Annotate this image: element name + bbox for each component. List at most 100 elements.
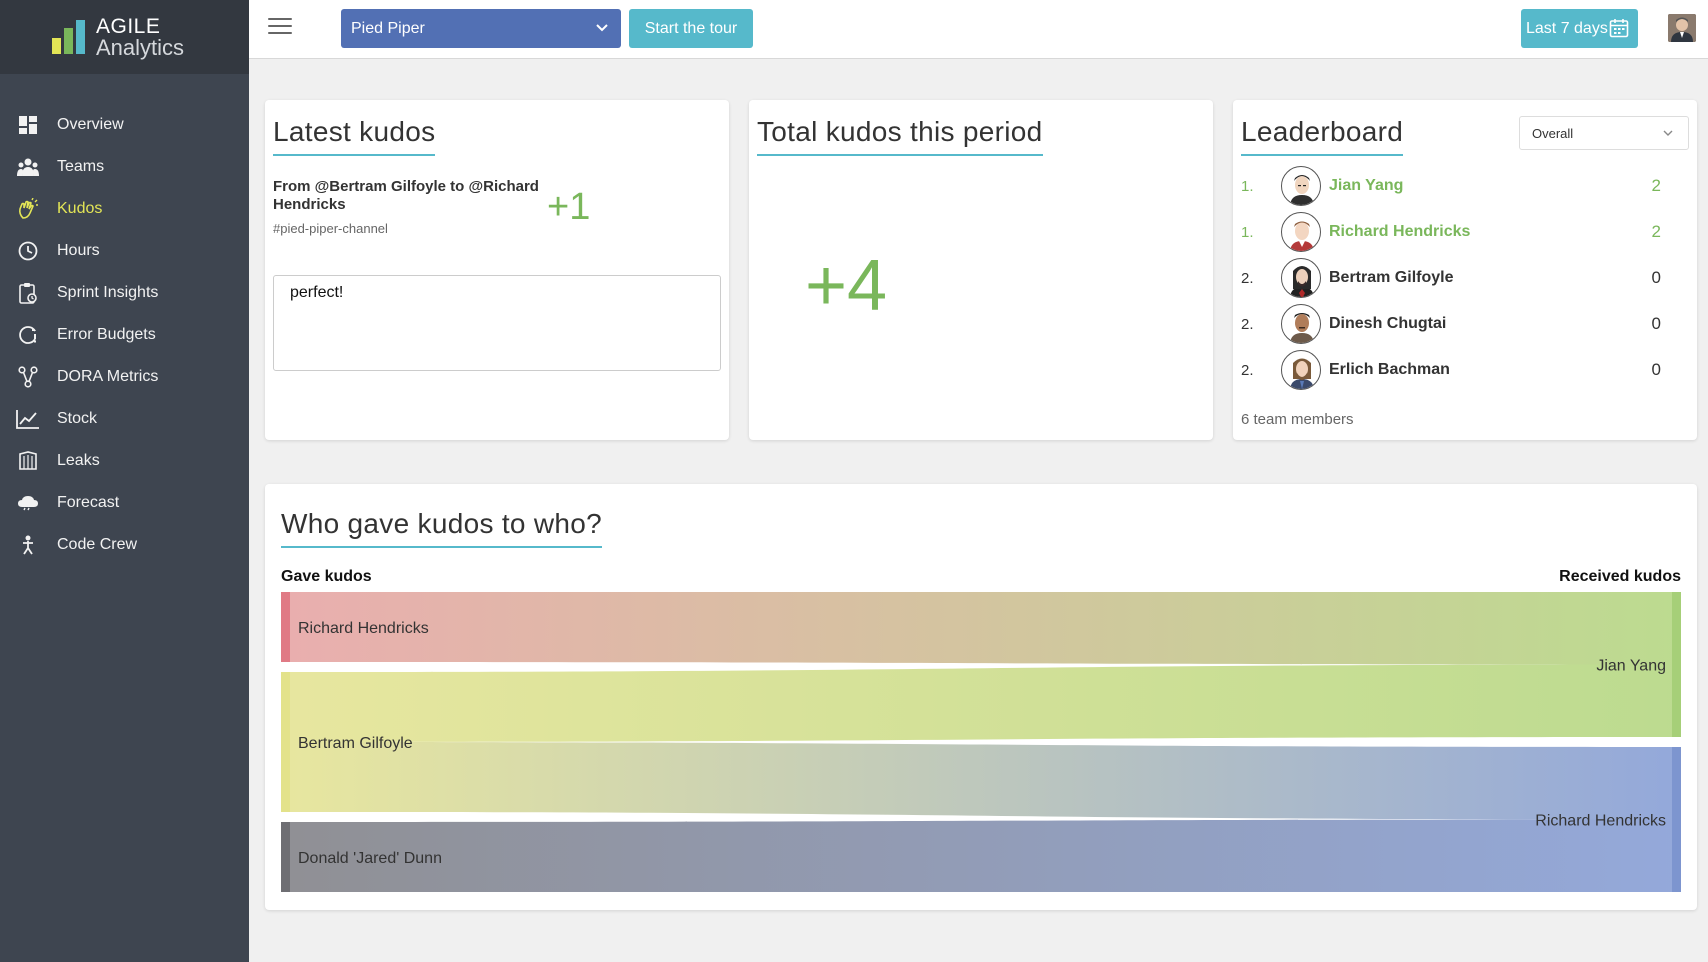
total-kudos-value: +4 — [805, 246, 888, 326]
sankey-link[interactable] — [290, 742, 1672, 820]
sidebar-item-label: Sprint Insights — [57, 284, 159, 301]
leaderboard-score: 0 — [1651, 268, 1661, 287]
sidebar-item-label: Teams — [57, 158, 105, 175]
sidebar-item-teams[interactable]: Teams — [0, 146, 249, 188]
chevron-down-icon — [1663, 130, 1673, 136]
sankey-target-label: Richard Hendricks — [1535, 813, 1666, 830]
sidebar-item-code-crew[interactable]: Code Crew — [0, 524, 249, 566]
sidebar-item-error-budgets[interactable]: Error Budgets — [0, 314, 249, 356]
leaderboard-score: 2 — [1651, 222, 1661, 241]
clock-icon — [16, 240, 40, 262]
dashboard-icon — [16, 114, 40, 136]
sidebar-item-label: Forecast — [57, 494, 120, 511]
leaderboard-name: Dinesh Chugtai — [1329, 315, 1447, 332]
sidebar-item-label: Overview — [57, 116, 124, 133]
sidebar-item-label: Stock — [57, 410, 98, 427]
sankey-link[interactable] — [290, 664, 1672, 743]
sankey-source-node[interactable] — [281, 592, 290, 662]
received-kudos-label: Received kudos — [1559, 568, 1681, 585]
sidebar-item-overview[interactable]: Overview — [0, 104, 249, 146]
brand-logo[interactable]: AGILE Analytics — [0, 0, 249, 74]
leaderboard-name: Richard Hendricks — [1329, 223, 1471, 240]
error-budget-icon — [16, 324, 40, 346]
avatar — [1281, 350, 1321, 390]
start-tour-button[interactable]: Start the tour — [629, 9, 753, 48]
total-kudos-title: Total kudos this period — [757, 116, 1043, 156]
chart-line-icon — [16, 408, 40, 430]
kudos-message: perfect! — [273, 275, 721, 371]
teams-icon — [16, 156, 40, 178]
user-avatar[interactable] — [1668, 14, 1696, 42]
sankey-target-node[interactable] — [1672, 747, 1681, 892]
leaderboard-title: Leaderboard — [1241, 116, 1404, 156]
leaderboard-score: 0 — [1651, 314, 1661, 333]
period-picker-label: Last 7 days — [1526, 19, 1608, 37]
sankey-source-label: Donald 'Jared' Dunn — [298, 850, 442, 867]
leaderboard-rank: 2. — [1241, 315, 1254, 333]
sidebar-item-forecast[interactable]: Forecast — [0, 482, 249, 524]
leaderboard-rank: 1. — [1241, 177, 1254, 195]
kudos-flow-card: Who gave kudos to who? Gave kudos Receiv… — [265, 484, 1697, 910]
leaderboard-name: Bertram Gilfoyle — [1329, 269, 1454, 286]
latest-kudos-title: Latest kudos — [273, 116, 436, 156]
leaderboard-row[interactable]: 1. Richard Hendricks 2 — [1241, 212, 1661, 252]
leaderboard-row[interactable]: 1. Jian Yang 2 — [1241, 166, 1661, 206]
calendar-icon — [1609, 19, 1629, 38]
clipboard-icon — [16, 282, 40, 304]
topbar: Pied Piper Start the tour Last 7 days — [249, 0, 1708, 59]
sankey-link[interactable] — [290, 819, 1672, 893]
brand-title: AGILE — [96, 14, 161, 38]
sidebar-item-label: DORA Metrics — [57, 368, 159, 385]
sankey-target-node[interactable] — [1672, 592, 1681, 737]
avatar — [1281, 166, 1321, 206]
leaderboard-card: Leaderboard Overall 1. Jian Yang 2 1. Ri… — [1233, 100, 1697, 440]
sidebar-nav: Overview Teams Kudos Hours Sprint Insigh… — [0, 104, 249, 566]
sidebar-item-label: Error Budgets — [57, 326, 156, 343]
sidebar-item-dora-metrics[interactable]: DORA Metrics — [0, 356, 249, 398]
clap-hands-icon — [16, 198, 40, 220]
leaderboard-row[interactable]: 2. Erlich Bachman 0 — [1241, 350, 1661, 390]
leaderboard-score: 2 — [1651, 176, 1661, 195]
sidebar-item-stock[interactable]: Stock — [0, 398, 249, 440]
leaderboard-filter-value: Overall — [1532, 125, 1574, 141]
leaderboard-rank: 2. — [1241, 361, 1254, 379]
sidebar-item-sprint-insights[interactable]: Sprint Insights — [0, 272, 249, 314]
organization-select[interactable]: Pied Piper — [341, 9, 621, 48]
avatar — [1281, 258, 1321, 298]
leaderboard-score: 0 — [1651, 360, 1661, 379]
sankey-target-label: Jian Yang — [1596, 658, 1666, 675]
menu-toggle-icon[interactable] — [268, 18, 292, 38]
kudos-channel: #pied-piper-channel — [273, 221, 388, 236]
team-members-count: 6 team members — [1241, 411, 1354, 428]
kudos-flow-title: Who gave kudos to who? — [281, 508, 603, 548]
kudos-from-text: From @Bertram Gilfoyle to @Richard Hendr… — [273, 178, 539, 213]
sidebar-item-label: Code Crew — [57, 536, 138, 553]
sidebar-item-label: Hours — [57, 242, 100, 259]
organization-select-value: Pied Piper — [351, 19, 425, 37]
leaderboard-rank: 2. — [1241, 269, 1254, 287]
sidebar-item-label: Leaks — [57, 452, 100, 469]
sankey-source-label: Richard Hendricks — [298, 620, 429, 637]
leaderboard-row[interactable]: 2. Bertram Gilfoyle 0 — [1241, 258, 1661, 298]
code-crew-icon — [16, 534, 40, 556]
sankey-source-node[interactable] — [281, 672, 290, 812]
sidebar-item-kudos[interactable]: Kudos — [0, 188, 249, 230]
sankey-link[interactable] — [290, 592, 1672, 665]
dora-icon — [16, 366, 40, 388]
brand-subtitle: Analytics — [96, 34, 185, 60]
kudos-sankey-chart: Richard Hendricks Bertram Gilfoyle Donald … — [281, 592, 1681, 892]
period-picker-button[interactable]: Last 7 days — [1521, 9, 1638, 48]
leaderboard-name: Erlich Bachman — [1329, 361, 1450, 378]
sidebar-item-hours[interactable]: Hours — [0, 230, 249, 272]
leaderboard-filter-select[interactable]: Overall — [1519, 116, 1689, 150]
total-kudos-card: Total kudos this period +4 — [749, 100, 1213, 440]
avatar — [1281, 212, 1321, 252]
leaks-icon — [16, 450, 40, 472]
leaderboard-row[interactable]: 2. Dinesh Chugtai 0 — [1241, 304, 1661, 344]
sankey-source-node[interactable] — [281, 822, 290, 892]
brand-logo-icon — [52, 20, 86, 54]
chevron-down-icon — [596, 24, 608, 32]
latest-kudos-card: Latest kudos From @Bertram Gilfoyle to @… — [265, 100, 729, 440]
kudos-amount: +1 — [547, 186, 591, 228]
sidebar-item-leaks[interactable]: Leaks — [0, 440, 249, 482]
